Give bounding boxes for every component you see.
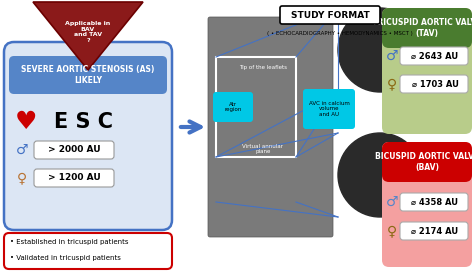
FancyBboxPatch shape — [280, 6, 380, 24]
Text: Atr
region: Atr region — [224, 102, 242, 112]
Text: ⌀ 1703 AU: ⌀ 1703 AU — [411, 79, 458, 88]
FancyBboxPatch shape — [382, 142, 472, 182]
FancyBboxPatch shape — [4, 233, 172, 269]
FancyBboxPatch shape — [34, 169, 114, 187]
Text: ♀: ♀ — [17, 171, 27, 185]
FancyBboxPatch shape — [303, 89, 355, 129]
Text: E S C: E S C — [55, 112, 113, 132]
FancyBboxPatch shape — [382, 8, 472, 134]
Text: AVC in calcium
volume
and AU: AVC in calcium volume and AU — [309, 101, 349, 117]
Text: ♥: ♥ — [15, 110, 37, 134]
FancyBboxPatch shape — [400, 222, 468, 240]
Text: ♂: ♂ — [16, 143, 28, 157]
Text: ♀: ♀ — [387, 224, 397, 238]
FancyBboxPatch shape — [382, 8, 472, 48]
Circle shape — [338, 133, 422, 217]
FancyBboxPatch shape — [9, 56, 167, 94]
Text: ♀: ♀ — [387, 77, 397, 91]
Text: ( • ECHOCARDIOGRAPHY • HEMODYNAMICS • MSCT ): ( • ECHOCARDIOGRAPHY • HEMODYNAMICS • MS… — [267, 32, 413, 36]
FancyBboxPatch shape — [400, 193, 468, 211]
FancyBboxPatch shape — [208, 17, 333, 237]
Text: TRICUSPID AORTIC VALVE
(TAV): TRICUSPID AORTIC VALVE (TAV) — [372, 18, 474, 38]
Text: ♂: ♂ — [386, 49, 398, 63]
FancyBboxPatch shape — [400, 47, 468, 65]
FancyBboxPatch shape — [400, 75, 468, 93]
Polygon shape — [33, 2, 143, 70]
Text: ⌀ 2643 AU: ⌀ 2643 AU — [411, 51, 458, 60]
FancyBboxPatch shape — [34, 141, 114, 159]
Text: BICUSPID AORTIC VALVE
(BAV): BICUSPID AORTIC VALVE (BAV) — [375, 152, 474, 172]
FancyBboxPatch shape — [4, 42, 172, 230]
Text: Tip of the leaflets: Tip of the leaflets — [239, 64, 287, 70]
Text: ⌀ 4358 AU: ⌀ 4358 AU — [411, 197, 458, 206]
Text: • Established in tricuspid patients: • Established in tricuspid patients — [10, 239, 128, 245]
Bar — [216, 57, 296, 157]
Text: > 2000 AU: > 2000 AU — [48, 146, 100, 154]
Text: > 1200 AU: > 1200 AU — [47, 174, 100, 183]
Text: ⌀ 2174 AU: ⌀ 2174 AU — [411, 227, 458, 236]
Text: Applicable in
BAV
and TAV
?: Applicable in BAV and TAV ? — [65, 21, 110, 43]
FancyBboxPatch shape — [213, 92, 253, 122]
Circle shape — [338, 8, 422, 92]
Text: SEVERE AORTIC STENOSIS (AS)
LIKELY: SEVERE AORTIC STENOSIS (AS) LIKELY — [21, 65, 155, 85]
Text: STUDY FORMAT: STUDY FORMAT — [291, 11, 369, 20]
Text: • Validated in tricuspid patients: • Validated in tricuspid patients — [10, 255, 121, 261]
Text: ♂: ♂ — [386, 195, 398, 209]
FancyBboxPatch shape — [382, 142, 472, 267]
Text: Virtual annular
plane: Virtual annular plane — [243, 144, 283, 154]
